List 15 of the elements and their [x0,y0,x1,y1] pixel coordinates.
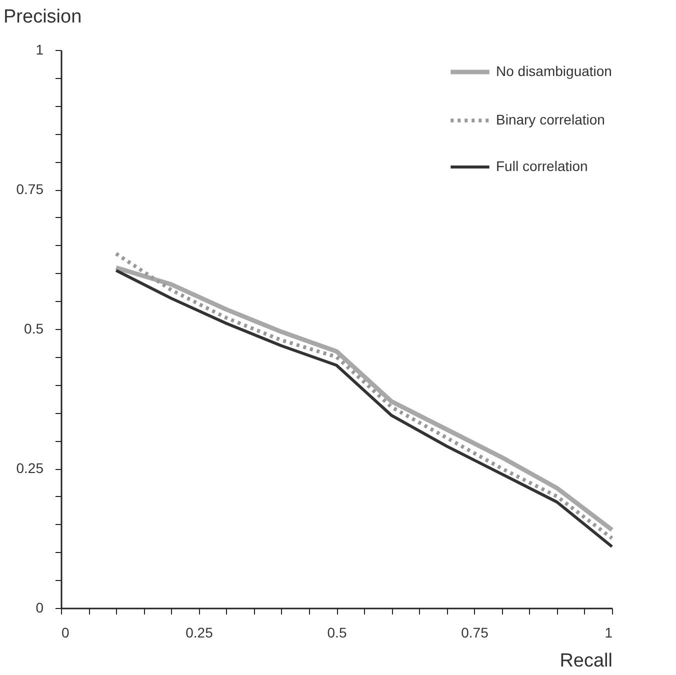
y-tick-label: 0.5 [24,320,44,336]
y-tick-label: 0.25 [16,460,44,476]
legend-label: Binary correlation [496,112,605,128]
legend-label: Full correlation [496,158,588,174]
x-axis-title: Recall [560,650,612,672]
x-tick-label: 0.75 [461,624,489,640]
legend-label: No disambiguation [496,63,612,79]
x-tick-label: 1 [604,624,613,640]
x-tick-label: 0.25 [186,624,214,640]
x-tick-label: 0 [62,624,70,640]
y-tick-label: 1 [36,42,44,58]
y-tick-label: 0.75 [16,181,44,197]
y-tick-label: 0 [36,600,44,616]
y-axis-title: Precision [4,6,82,28]
x-tick-label: 0.5 [327,624,347,640]
